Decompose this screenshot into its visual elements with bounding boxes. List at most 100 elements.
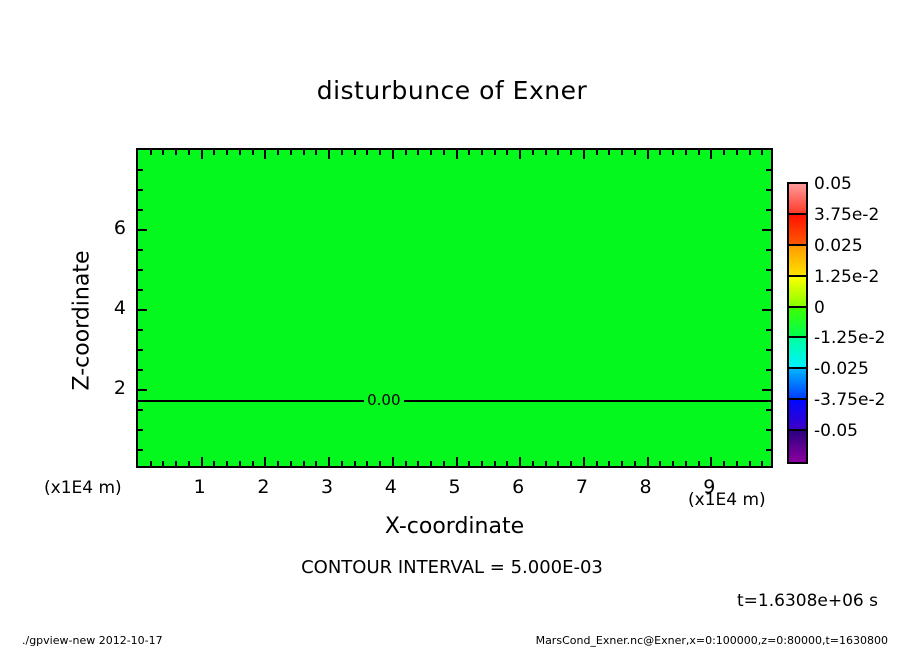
x-axis-minor-tick <box>430 150 433 155</box>
scalar-field-fill <box>138 150 771 466</box>
footer-command: ./gpview-new 2012-10-17 <box>22 634 163 647</box>
x-axis-minor-tick <box>226 461 229 466</box>
x-axis-minor-tick <box>353 461 356 466</box>
y-axis-minor-tick <box>766 189 771 191</box>
x-axis-minor-tick <box>633 150 636 155</box>
y-axis-minor-tick <box>138 409 143 411</box>
x-axis-minor-tick <box>659 461 662 466</box>
x-axis-minor-tick <box>277 150 280 155</box>
x-axis-major-tick <box>710 150 713 159</box>
x-axis-minor-tick <box>595 461 598 466</box>
x-axis-major-tick <box>328 150 331 159</box>
y-axis-title: Z-coordinate <box>69 250 95 391</box>
x-axis-minor-tick <box>531 461 534 466</box>
x-axis-minor-tick <box>748 150 751 155</box>
y-axis-tick-label: 6 <box>113 217 126 239</box>
colorbar-band <box>789 214 806 246</box>
x-axis-minor-tick <box>748 461 751 466</box>
y-axis-tick-label: 2 <box>113 377 126 399</box>
colorbar-tick-label: -0.05 <box>814 421 858 442</box>
x-axis-minor-tick <box>149 150 152 155</box>
x-axis-minor-tick <box>493 150 496 155</box>
x-axis-minor-tick <box>238 150 241 155</box>
x-axis-minor-tick <box>697 150 700 155</box>
y-axis-minor-tick <box>138 269 143 271</box>
colorbar-tick-label: 0.025 <box>814 235 863 256</box>
x-axis-major-tick <box>455 150 458 159</box>
x-axis-minor-tick <box>684 461 687 466</box>
x-axis-tick-label: 4 <box>384 476 397 498</box>
colorbar-tick-label: 1.25e-2 <box>814 266 880 287</box>
x-axis-minor-tick <box>570 461 573 466</box>
x-axis-major-tick <box>328 457 331 466</box>
colorbar-tick-label: -1.25e-2 <box>814 328 886 349</box>
x-axis-major-tick <box>710 457 713 466</box>
x-axis-minor-tick <box>302 150 305 155</box>
x-axis-minor-tick <box>302 461 305 466</box>
y-axis-major-tick <box>138 309 147 311</box>
x-axis-minor-tick <box>175 461 178 466</box>
x-axis-major-tick <box>200 457 203 466</box>
x-axis-minor-tick <box>480 150 483 155</box>
x-axis-minor-tick <box>404 461 407 466</box>
colorbar <box>787 182 808 464</box>
colorbar-band <box>789 400 806 432</box>
y-axis-major-tick <box>138 389 147 391</box>
x-axis-major-tick <box>582 457 585 466</box>
contour-label-0: 0.00 <box>364 392 404 409</box>
x-axis-tick-label: 6 <box>512 476 525 498</box>
x-axis-minor-tick <box>340 150 343 155</box>
x-axis-minor-tick <box>659 150 662 155</box>
x-axis-minor-tick <box>404 150 407 155</box>
x-axis-minor-tick <box>226 150 229 155</box>
x-axis-title: X-coordinate <box>384 514 525 539</box>
x-axis-minor-tick <box>557 461 560 466</box>
colorbar-tick-label: -3.75e-2 <box>814 390 886 411</box>
x-axis-major-tick <box>264 150 267 159</box>
x-axis-minor-tick <box>379 150 382 155</box>
y-axis-minor-tick <box>138 169 143 171</box>
colorbar-band <box>789 276 806 308</box>
x-axis-minor-tick <box>723 461 726 466</box>
x-axis-minor-tick <box>187 150 190 155</box>
x-axis-minor-tick <box>735 461 738 466</box>
x-axis-minor-tick <box>544 150 547 155</box>
x-axis-minor-tick <box>697 461 700 466</box>
x-axis-minor-tick <box>366 150 369 155</box>
x-axis-minor-tick <box>251 461 254 466</box>
x-axis-minor-tick <box>430 461 433 466</box>
y-axis-minor-tick <box>138 369 143 371</box>
y-axis-minor-tick <box>766 329 771 331</box>
x-axis-minor-tick <box>672 150 675 155</box>
x-axis-minor-tick <box>162 150 165 155</box>
y-axis-major-tick <box>762 389 771 391</box>
colorbar-tick-label: 0 <box>814 297 825 318</box>
colorbar-band <box>789 307 806 339</box>
x-axis-unit-right: (x1E4 m) <box>688 490 766 510</box>
x-axis-minor-tick <box>723 150 726 155</box>
x-axis-minor-tick <box>608 461 611 466</box>
y-axis-minor-tick <box>138 449 143 451</box>
y-axis-minor-tick <box>766 369 771 371</box>
colorbar-tick-label: -0.025 <box>814 359 869 380</box>
x-axis-minor-tick <box>544 461 547 466</box>
x-axis-minor-tick <box>251 150 254 155</box>
x-axis-minor-tick <box>608 150 611 155</box>
x-axis-minor-tick <box>213 461 216 466</box>
y-axis-minor-tick <box>138 249 143 251</box>
x-axis-minor-tick <box>684 150 687 155</box>
x-axis-tick-label: 9 <box>703 476 716 498</box>
y-axis-minor-tick <box>766 289 771 291</box>
x-axis-minor-tick <box>289 461 292 466</box>
x-axis-tick-label: 8 <box>639 476 652 498</box>
time-stamp: t=1.6308e+06 s <box>737 591 878 611</box>
y-axis-minor-tick <box>138 189 143 191</box>
x-axis-major-tick <box>264 457 267 466</box>
y-axis-minor-tick <box>766 269 771 271</box>
x-axis-minor-tick <box>149 461 152 466</box>
x-axis-major-tick <box>646 457 649 466</box>
x-axis-tick-label: 3 <box>321 476 334 498</box>
x-axis-minor-tick <box>735 150 738 155</box>
x-axis-tick-label: 2 <box>257 476 270 498</box>
x-axis-minor-tick <box>277 461 280 466</box>
